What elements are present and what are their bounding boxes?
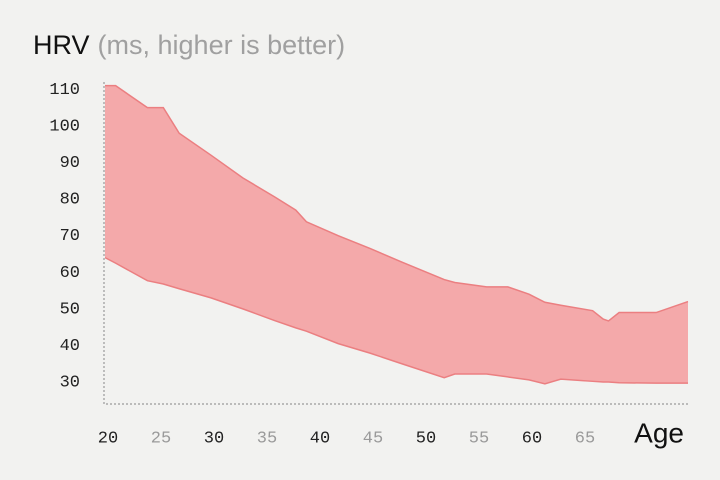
subtitle: (ms, higher is better): [98, 30, 346, 60]
y-tick-label: 30: [60, 374, 80, 393]
y-tick-label: 110: [49, 81, 80, 100]
chart-title: HRV (ms, higher is better): [33, 30, 345, 60]
x-tick-label: 45: [363, 429, 383, 448]
x-tick-label: 65: [575, 429, 595, 448]
y-tick-label: 100: [49, 117, 80, 136]
x-tick-label: 25: [151, 429, 171, 448]
x-tick-label: 50: [416, 429, 436, 448]
upper-line: [105, 84, 689, 322]
x-tick-label: 20: [98, 429, 118, 448]
y-tick-label: 40: [60, 337, 80, 356]
range-band: [105, 85, 688, 384]
axis-line: [103, 82, 690, 405]
y-tick-label: 60: [60, 264, 80, 283]
x-tick-label: 55: [469, 429, 489, 448]
lower-line: [104, 256, 688, 385]
x-axis-label: Age: [634, 417, 684, 448]
y-tick-label: 70: [60, 227, 80, 246]
y-tick-label: 80: [60, 191, 80, 210]
x-tick-label: 60: [522, 429, 542, 448]
x-tick-label: 30: [204, 429, 224, 448]
y-tick-label: 90: [60, 154, 80, 173]
title: HRV: [33, 30, 90, 60]
y-tick-label: 50: [60, 300, 80, 319]
x-tick-label: 40: [310, 429, 330, 448]
x-tick-label: 35: [257, 429, 277, 448]
